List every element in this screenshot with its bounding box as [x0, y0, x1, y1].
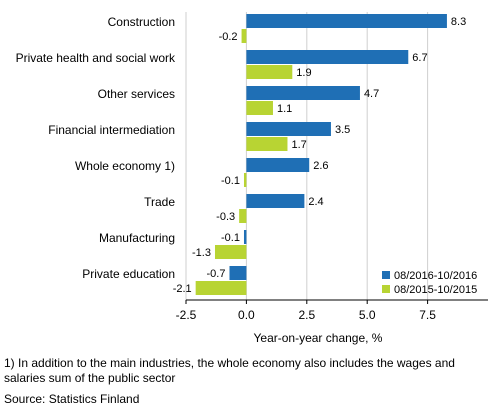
legend-label: 08/2016-10/2016 [394, 270, 477, 282]
data-label: -0.1 [221, 232, 240, 244]
category-label: Other services [98, 87, 175, 101]
category-label: Financial intermediation [48, 123, 175, 137]
bar-chart: 8.3 -0.2 6.7 1.9 4.7 1.1 3.5 1.7 2.6 -0.1 2.4 -0.3 -… [16, 12, 488, 345]
data-label: -0.7 [207, 268, 226, 280]
bar-series-2 [214, 245, 247, 259]
x-tick-label: 2.5 [298, 308, 315, 322]
bar-series-2 [195, 281, 247, 295]
data-label: -0.3 [216, 211, 235, 223]
x-tick-label: 7.5 [419, 308, 436, 322]
x-tick-labels: -2.5 0.0 2.5 5.0 7.5 [176, 300, 436, 322]
x-tick-label: 5.0 [359, 308, 376, 322]
category-label: Private education [82, 267, 175, 281]
data-label: -0.1 [221, 175, 240, 187]
data-label: 6.7 [412, 52, 427, 64]
category-label: Construction [108, 15, 175, 29]
bar-series-1 [229, 266, 247, 280]
bar-series-1 [246, 158, 310, 172]
category-label: Whole economy 1) [75, 159, 175, 173]
data-label: 1.9 [296, 67, 311, 79]
footnote: 1) In addition to the main industries, t… [4, 356, 455, 385]
category-label: Private health and social work [16, 51, 176, 65]
x-tick-label: 0.0 [238, 308, 255, 322]
category-label: Trade [144, 195, 175, 209]
legend-swatch [382, 271, 390, 279]
bar-series-2 [246, 65, 293, 79]
bar-series-1 [246, 50, 409, 64]
bar-series-1 [246, 194, 305, 208]
category-label: Manufacturing [99, 231, 175, 245]
source-note: Source: Statistics Finland [4, 392, 140, 406]
data-label: 2.6 [313, 160, 328, 172]
x-tick-label: -2.5 [176, 308, 197, 322]
legend-swatch [382, 285, 390, 293]
data-label: 8.3 [451, 16, 466, 28]
category-labels: Construction Private health and social wo… [16, 15, 176, 281]
bar-series-2 [241, 29, 247, 43]
data-label: -0.2 [219, 31, 238, 43]
bar-series-1 [246, 14, 447, 28]
bar-series-2 [246, 101, 273, 115]
data-label: -2.1 [173, 283, 192, 295]
bar-series-1 [243, 230, 247, 244]
bar-series-1 [246, 122, 331, 136]
bar-series-2 [246, 137, 288, 151]
legend-label: 08/2015-10/2015 [394, 284, 477, 296]
data-label: 1.1 [277, 103, 292, 115]
bar-series-2 [239, 209, 247, 223]
data-label: 2.4 [308, 196, 323, 208]
bars-group: 8.3 -0.2 6.7 1.9 4.7 1.1 3.5 1.7 2.6 -0.1 2.4 -0.3 -… [173, 14, 466, 295]
bar-series-2 [243, 173, 247, 187]
bar-series-1 [246, 86, 360, 100]
data-label: -1.3 [192, 247, 211, 259]
data-label: 3.5 [335, 124, 350, 136]
legend: 08/2016-10/2016 08/2015-10/2015 [382, 270, 477, 296]
data-label: 4.7 [364, 88, 379, 100]
x-axis-title: Year-on-year change, % [254, 331, 383, 345]
data-label: 1.7 [291, 139, 306, 151]
